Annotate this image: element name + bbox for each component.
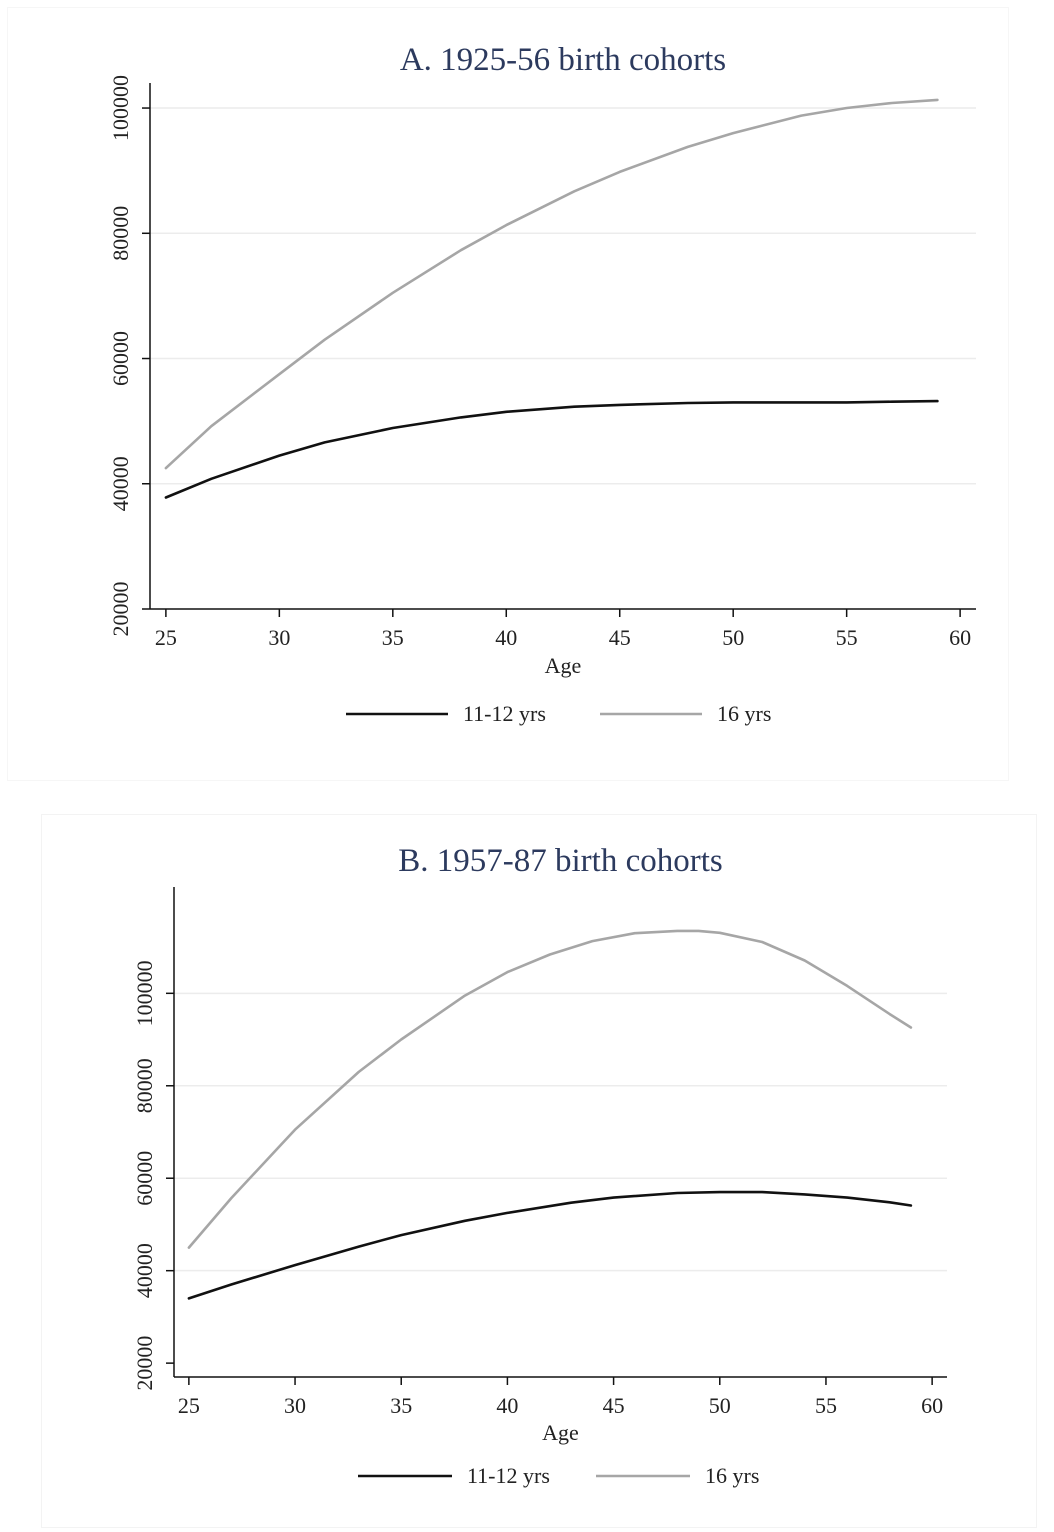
y-tick-label: 100000 (108, 75, 133, 141)
x-tick-label: 30 (284, 1393, 306, 1418)
x-tick-label: 30 (268, 625, 290, 650)
y-tick-label: 80000 (132, 1058, 157, 1113)
x-axis-label: Age (542, 1420, 579, 1445)
chart-panel-b: B. 1957-87 birth cohorts 20000 40000 60000 8… (42, 815, 1036, 1527)
x-tick-label: 35 (390, 1393, 412, 1418)
y-tick-label: 60000 (132, 1151, 157, 1206)
legend-label: 16 yrs (705, 1463, 759, 1488)
x-tick-label: 60 (921, 1393, 943, 1418)
series-line-college (164, 98, 939, 470)
x-tick-label: 45 (609, 625, 631, 650)
chart-title: B. 1957-87 birth cohorts (398, 843, 722, 879)
chart-title: A. 1925-56 birth cohorts (400, 42, 726, 78)
x-tick-label: 45 (603, 1393, 625, 1418)
x-tick-label: 55 (836, 625, 858, 650)
y-tick-label: 20000 (132, 1336, 157, 1391)
y-tick-label: 40000 (132, 1243, 157, 1298)
x-tick-label: 25 (178, 1393, 200, 1418)
x-tick-label: 25 (155, 625, 177, 650)
chart-a-svg: A. 1925-56 birth cohorts 20000 40000 60000 8… (108, 42, 976, 726)
x-tick-label: 60 (949, 625, 971, 650)
x-tick-label: 50 (722, 625, 744, 650)
legend-label: 16 yrs (717, 701, 771, 726)
chart-b-svg: B. 1957-87 birth cohorts 20000 40000 60000 8… (132, 843, 947, 1488)
y-tick-label: 40000 (108, 456, 133, 511)
x-tick-label: 55 (815, 1393, 837, 1418)
y-tick-label: 20000 (108, 582, 133, 637)
legend-label: 11-12 yrs (467, 1463, 550, 1488)
y-tick-label: 60000 (108, 331, 133, 386)
x-axis-label: Age (545, 653, 582, 678)
x-tick-label: 40 (495, 625, 517, 650)
y-tick-label: 80000 (108, 206, 133, 261)
x-tick-label: 50 (709, 1393, 731, 1418)
series-line-secondary-school (187, 1190, 913, 1300)
x-tick-label: 35 (382, 625, 404, 650)
series-line-college (187, 929, 913, 1249)
x-tick-label: 40 (496, 1393, 518, 1418)
y-tick-label: 100000 (132, 960, 157, 1026)
series-line-secondary-school (164, 399, 939, 499)
chart-panel-a: A. 1925-56 birth cohorts 20000 40000 60000 8… (8, 8, 1008, 780)
legend-label: 11-12 yrs (463, 701, 546, 726)
